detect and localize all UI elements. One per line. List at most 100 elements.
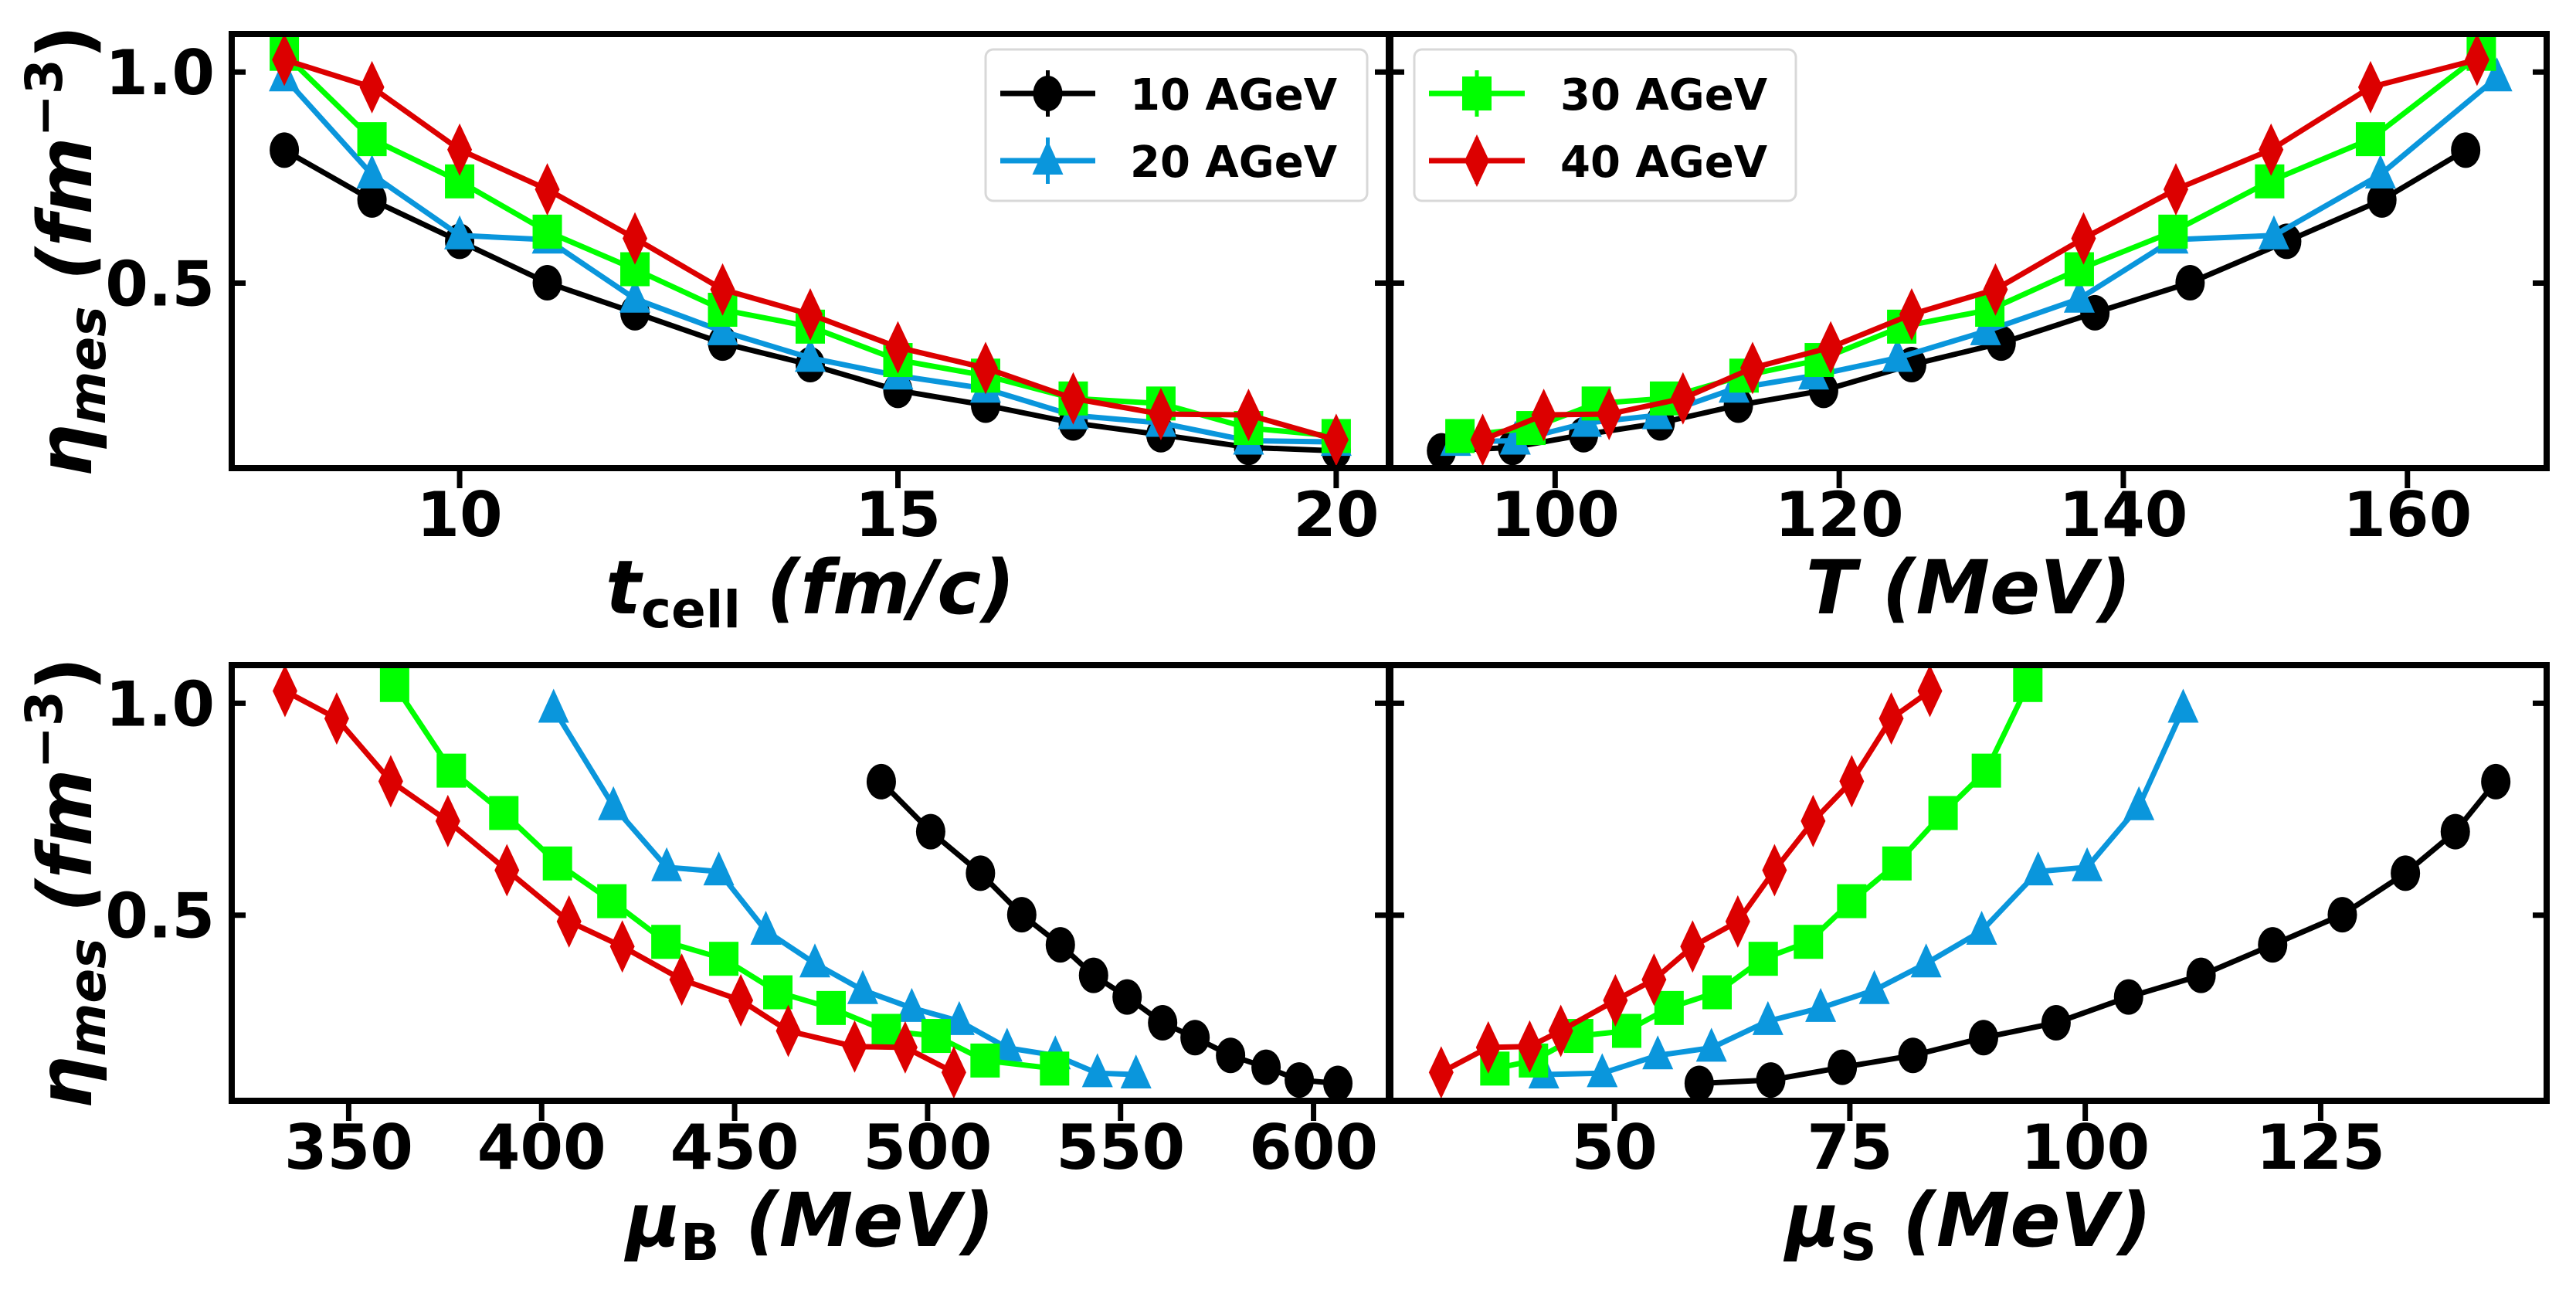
x-label-subscript: S — [1840, 1213, 1877, 1272]
data-point — [1695, 1027, 1727, 1062]
data-point — [1112, 979, 1142, 1015]
data-point — [1839, 755, 1865, 808]
x-label-subscript: cell — [641, 580, 741, 640]
data-point — [270, 132, 300, 168]
legend: 30 AGeV 40 AGeV — [1413, 48, 1797, 202]
x-tick-label: 140 — [2058, 479, 2187, 551]
data-point — [972, 341, 998, 395]
data-point — [1805, 987, 1837, 1022]
data-point — [1548, 1004, 1573, 1058]
data-point — [2167, 688, 2199, 723]
y-label-symbol: η — [22, 424, 109, 477]
series-40-agev — [272, 664, 966, 1099]
data-point — [669, 953, 694, 1007]
data-point — [1928, 796, 1958, 830]
data-point — [1148, 1005, 1178, 1041]
panel-temperature: 100 120 140 160 T (MeV) 30 AGeV 40 AGeV — [1387, 31, 2550, 631]
data-point — [941, 1046, 966, 1099]
series-30-agev — [379, 667, 1070, 1086]
data-point — [1445, 419, 1475, 453]
series-20-agev — [538, 688, 1152, 1088]
data-point — [2064, 252, 2094, 287]
data-point — [356, 154, 388, 189]
data-point — [1180, 1020, 1210, 1056]
data-point — [1148, 388, 1173, 441]
x-label-unit: (MeV) — [1877, 1177, 2152, 1264]
data-point — [2041, 1005, 2071, 1041]
legend-item: 10 AGeV — [1000, 70, 1338, 121]
data-point — [1428, 1046, 1454, 1099]
series-20-agev — [1440, 57, 2513, 457]
legend-item: 40 AGeV — [1429, 134, 1768, 188]
data-point — [2357, 60, 2383, 114]
data-point — [2013, 667, 2043, 702]
y-label-open: (fm — [22, 137, 109, 306]
data-point — [1837, 884, 1867, 918]
data-point — [1794, 925, 1824, 959]
data-point — [538, 688, 569, 723]
axes-frame — [1387, 31, 2550, 471]
y-tick-label: 1.0 — [105, 668, 215, 740]
x-label-symbol: μ — [623, 1177, 680, 1264]
data-point — [921, 1019, 951, 1054]
data-point — [1120, 1054, 1152, 1088]
data-point — [1323, 1065, 1353, 1102]
data-point — [378, 755, 403, 808]
data-point — [707, 311, 738, 345]
data-point — [1702, 975, 1733, 1010]
y-axis-label: ηmes (fm−3) — [15, 657, 117, 1109]
legend: 10 AGeV 20 AGeV — [984, 48, 1369, 202]
data-point — [885, 321, 911, 374]
x-label-symbol: T — [1806, 545, 1862, 631]
legend-label: 10 AGeV — [1130, 70, 1338, 121]
data-point — [703, 851, 735, 886]
series-20-agev — [1528, 688, 2199, 1088]
series-40-agev — [1428, 664, 1943, 1099]
data-point — [847, 969, 878, 1004]
data-point — [2186, 957, 2216, 993]
series-10-agev — [1684, 763, 2511, 1102]
data-point — [2364, 154, 2396, 189]
legend-marker — [1032, 141, 1064, 175]
data-point — [2113, 979, 2143, 1015]
x-tick-label: 125 — [2256, 1112, 2385, 1183]
series-line — [1494, 684, 2031, 1071]
y-tick-label: 0.5 — [105, 881, 215, 952]
x-tick-label: 20 — [1293, 479, 1379, 551]
data-point — [619, 278, 651, 313]
x-label-symbol: t — [606, 545, 643, 631]
data-point — [1216, 1037, 1246, 1074]
data-point — [1040, 1051, 1070, 1086]
x-tick-label: 10 — [416, 479, 502, 551]
data-point — [1879, 692, 1904, 745]
data-point — [1899, 288, 1924, 341]
y-label-sub: mes — [58, 939, 117, 1057]
data-point — [609, 920, 635, 973]
axes-frame — [1387, 662, 2550, 1104]
series-10-agev — [866, 763, 1353, 1102]
x-label-unit: (fm/c) — [741, 545, 1015, 631]
data-point — [2123, 786, 2155, 820]
data-point — [1756, 1062, 1786, 1098]
data-point — [1917, 664, 1943, 718]
data-point — [2481, 57, 2513, 92]
y-label-symbol: η — [22, 1056, 109, 1109]
data-point — [1970, 311, 2001, 345]
data-point — [709, 942, 739, 976]
data-point — [1475, 1020, 1501, 1074]
data-point — [1762, 844, 1787, 897]
x-tick-label: 100 — [2021, 1112, 2150, 1183]
x-axis-label: tcell (fm/c) — [606, 545, 1015, 640]
x-tick-label: 600 — [1249, 1112, 1378, 1183]
data-point — [816, 990, 846, 1025]
y-label-sup: −3 — [15, 59, 74, 137]
data-point — [2022, 851, 2054, 886]
data-point — [272, 664, 297, 718]
data-point — [598, 786, 630, 820]
data-point — [535, 163, 560, 216]
data-point — [2071, 212, 2096, 265]
x-axis-label: μS (MeV) — [1783, 1177, 2151, 1272]
x-tick-label: 100 — [1491, 479, 1620, 551]
data-point — [1670, 372, 1695, 425]
